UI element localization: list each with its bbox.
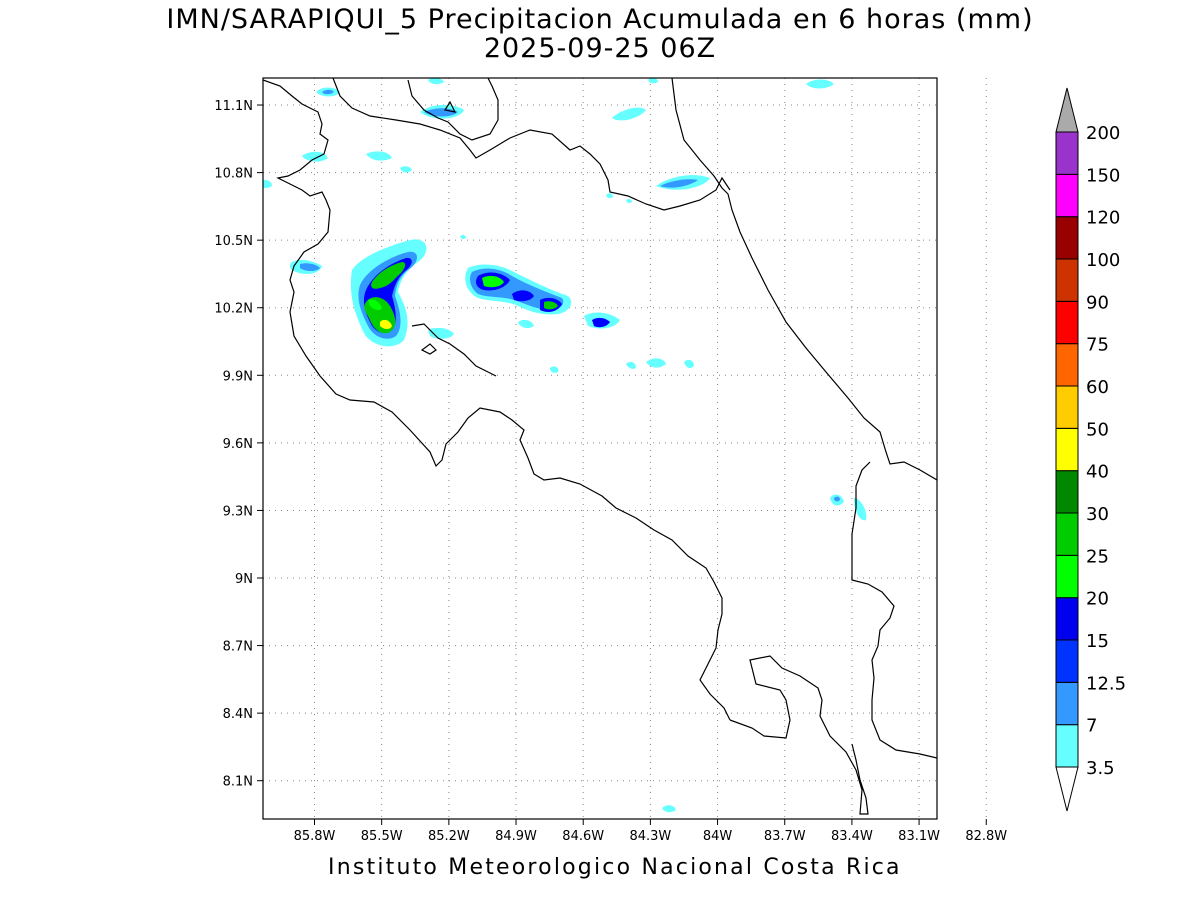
lon-tick-label: 84W [703, 829, 733, 844]
colorbar-swatch [1055, 343, 1079, 387]
precip-field [263, 78, 867, 813]
lon-tick-label: 84.6W [562, 829, 604, 844]
nicaragua-coast-west [263, 79, 731, 721]
lat-tick-label: 9.3N [223, 504, 253, 519]
colorbar-swatch [1055, 724, 1079, 768]
colorbar-label: 7 [1086, 716, 1097, 737]
lon-tick-label: 83.7W [764, 829, 806, 844]
lon-tick-label: 85.5W [361, 829, 403, 844]
grid-lines [263, 78, 987, 819]
precip-cluster-central [465, 264, 620, 329]
lat-tick-label: 10.5N [214, 234, 253, 249]
lon-tick-label: 84.3W [629, 829, 671, 844]
caribbean-coast [671, 78, 937, 481]
colorbar-label: 60 [1086, 377, 1109, 398]
map-datetime: 2025-09-25 06Z [483, 33, 717, 64]
colorbar-label: 40 [1086, 462, 1109, 483]
colorbar-label: 12.5 [1086, 673, 1126, 694]
colorbar-top-cap [1055, 87, 1079, 133]
colorbar-label: 75 [1086, 335, 1109, 356]
colorbar-swatch [1055, 173, 1079, 218]
colorbar-swatch [1055, 512, 1079, 556]
nicaragua-coast-north [407, 78, 499, 141]
colorbar-swatch [1055, 554, 1079, 599]
colorbar-swatch [1055, 597, 1079, 641]
colorbar-label: 120 [1086, 208, 1120, 229]
lat-tick-label: 8.4N [223, 707, 253, 722]
colorbar-label: 25 [1086, 546, 1109, 567]
lat-tick-label: 11.1N [214, 99, 253, 114]
panama-border [851, 461, 937, 759]
lat-tick-label: 9.9N [223, 369, 253, 384]
colorbar: 3.5 7 12.5 15 20 25 30 40 50 60 75 90 100 120 150 200 [1055, 87, 1126, 812]
lat-tick-label: 10.8N [214, 167, 253, 182]
colorbar-label: 20 [1086, 589, 1109, 610]
colorbar-label: 30 [1086, 504, 1109, 525]
colorbar-label: 90 [1086, 292, 1109, 313]
pacific-south-coast [729, 655, 869, 815]
colorbar-label: 50 [1086, 419, 1109, 440]
colorbar-label: 150 [1086, 165, 1120, 186]
colorbar-swatch [1055, 681, 1079, 726]
nicoya-gulf [411, 323, 497, 377]
lat-tick-label: 10.2N [214, 302, 253, 317]
longitude-axis: 85.8W 85.5W 85.2W 84.9W 84.6W 84.3W 84W 83.7W 83… [294, 819, 1007, 844]
precip-cluster-west [289, 239, 454, 347]
colorbar-swatch [1055, 300, 1079, 345]
lat-tick-label: 9.6N [223, 437, 253, 452]
colorbar-swatch [1055, 427, 1079, 472]
colorbar-swatch [1055, 258, 1079, 302]
lon-tick-label: 84.9W [495, 829, 537, 844]
lake-nicaragua-border [332, 78, 731, 211]
lon-tick-label: 83.1W [898, 829, 940, 844]
latitude-axis: 11.1N 10.8N 10.5N 10.2N 9.9N 9.6N 9.3N 9N 8.7N 8.… [214, 99, 263, 790]
precip-scattered-cells [263, 78, 867, 813]
colorbar-swatch [1055, 131, 1079, 175]
colorbar-swatch [1055, 216, 1079, 260]
lon-tick-label: 85.8W [294, 829, 336, 844]
lon-tick-label: 83.4W [831, 829, 873, 844]
colorbar-label: 100 [1086, 250, 1120, 271]
colorbar-label: 15 [1086, 631, 1109, 652]
lat-tick-label: 9N [235, 572, 253, 587]
colorbar-swatch [1055, 470, 1079, 514]
lat-tick-label: 8.1N [223, 775, 253, 790]
coastline-borders [263, 78, 937, 815]
lon-tick-label: 85.2W [428, 829, 470, 844]
lat-tick-label: 8.7N [223, 640, 253, 655]
colorbar-label: 3.5 [1086, 758, 1115, 779]
colorbar-label: 200 [1086, 123, 1120, 144]
colorbar-swatch [1055, 639, 1079, 683]
lon-tick-label: 82.8W [965, 829, 1007, 844]
nicaragua-peninsula [444, 100, 457, 113]
colorbar-swatch [1055, 385, 1079, 429]
map-frame [262, 77, 938, 820]
colorbar-bottom-cap [1055, 766, 1079, 812]
footer-credit: Instituto Meteorologico Nacional Costa R… [328, 855, 902, 880]
map-title: IMN/SARAPIQUI_5 Precipitacion Acumulada … [166, 4, 1034, 35]
